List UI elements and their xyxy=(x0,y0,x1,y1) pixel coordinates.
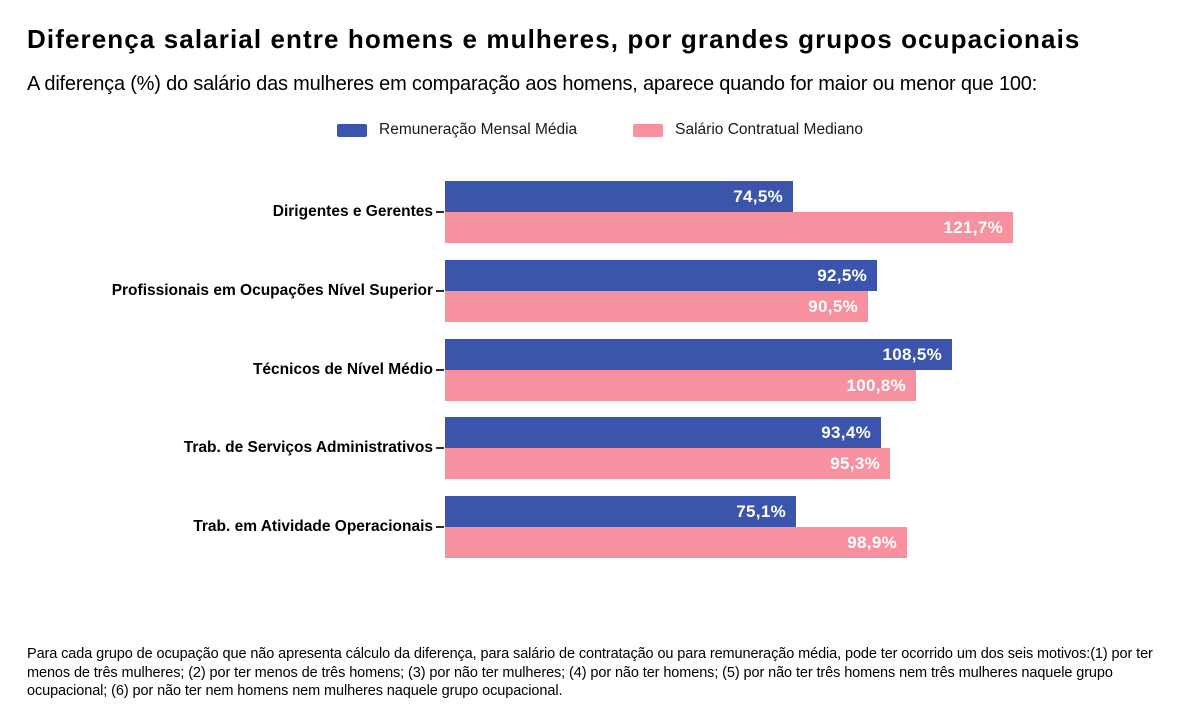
legend: Remuneração Mensal Média Salário Contrat… xyxy=(0,121,1200,139)
bar-value-label: 92,5% xyxy=(817,266,867,285)
legend-item-salario-contratual-mediano: Salário Contratual Mediano xyxy=(633,121,863,139)
axis-tick xyxy=(436,447,444,449)
bar-group: Dirigentes e Gerentes 74,5% 121,7% xyxy=(0,181,1200,243)
axis-tick xyxy=(436,526,444,528)
bar-group: Técnicos de Nível Médio 108,5% 100,8% xyxy=(0,339,1200,401)
chart-title: Diferença salarial entre homens e mulher… xyxy=(27,24,1081,54)
bar-value-label: 90,5% xyxy=(808,297,858,316)
category-label: Profissionais em Ocupações Nível Superio… xyxy=(111,282,433,299)
bar-group: Trab. em Atividade Operacionais 75,1% 98,9… xyxy=(0,496,1200,558)
bar-value-label: 100,8% xyxy=(846,376,906,395)
bar-remuneracao-mensal-media: 93,4% xyxy=(445,417,881,448)
category-label: Dirigentes e Gerentes xyxy=(272,203,433,220)
legend-label: Remuneração Mensal Média xyxy=(379,121,578,138)
bar-remuneracao-mensal-media: 92,5% xyxy=(445,260,877,291)
bar-value-label: 98,9% xyxy=(847,533,897,552)
bar-value-label: 75,1% xyxy=(736,502,786,521)
bar-salario-contratual-mediano: 90,5% xyxy=(445,291,868,322)
bar-group: Profissionais em Ocupações Nível Superio… xyxy=(0,260,1200,322)
axis-tick xyxy=(436,290,444,292)
bar-value-label: 121,7% xyxy=(943,218,1003,237)
legend-swatch-pink xyxy=(633,123,664,137)
bar-value-label: 108,5% xyxy=(882,345,942,364)
category-label: Trab. em Atividade Operacionais xyxy=(193,518,433,535)
bar-salario-contratual-mediano: 100,8% xyxy=(445,370,916,401)
bar-salario-contratual-mediano: 98,9% xyxy=(445,527,907,558)
footnote: Para cada grupo de ocupação que não apre… xyxy=(27,646,1153,699)
legend-label: Salário Contratual Mediano xyxy=(675,121,863,138)
bar-group: Trab. de Serviços Administrativos 93,4% 95… xyxy=(0,417,1200,479)
bar-remuneracao-mensal-media: 108,5% xyxy=(445,339,952,370)
category-label: Técnicos de Nível Médio xyxy=(252,361,433,378)
grouped-bar-chart: Dirigentes e Gerentes 74,5% 121,7% Profissi… xyxy=(0,181,1200,561)
bar-value-label: 93,4% xyxy=(821,423,871,442)
legend-item-remuneracao-mensal-media: Remuneração Mensal Média xyxy=(337,121,577,139)
bar-salario-contratual-mediano: 121,7% xyxy=(445,212,1013,243)
bar-value-label: 95,3% xyxy=(830,454,880,473)
legend-swatch-blue xyxy=(337,123,367,137)
bar-remuneracao-mensal-media: 74,5% xyxy=(445,181,793,212)
axis-tick xyxy=(436,211,444,213)
bar-value-label: 74,5% xyxy=(733,187,783,206)
axis-tick xyxy=(436,369,444,371)
chart-subtitle: A diferença (%) do salário das mulheres … xyxy=(27,73,1038,95)
category-label: Trab. de Serviços Administrativos xyxy=(183,439,433,456)
bar-salario-contratual-mediano: 95,3% xyxy=(445,448,890,479)
bar-remuneracao-mensal-media: 75,1% xyxy=(445,496,796,527)
